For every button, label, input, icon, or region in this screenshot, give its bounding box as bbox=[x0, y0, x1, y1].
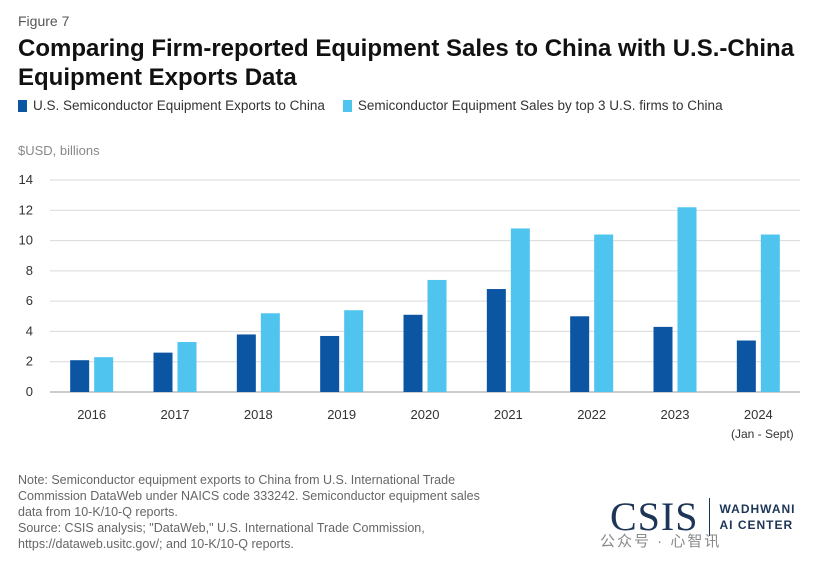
legend-label-sales: Semiconductor Equipment Sales by top 3 U… bbox=[357, 98, 723, 113]
csis-logo: CSIS WADHWANI AI CENTER bbox=[610, 497, 796, 537]
x-tick-label: 2022 bbox=[577, 407, 606, 422]
y-tick-label: 12 bbox=[19, 202, 33, 217]
source-text: Source: CSIS analysis; "DataWeb," U.S. I… bbox=[18, 521, 425, 551]
legend: U.S. Semiconductor Equipment Exports to … bbox=[18, 98, 723, 113]
bar-exports bbox=[70, 360, 90, 392]
note-text: Note: Semiconductor equipment exports to… bbox=[18, 473, 480, 519]
logo-sub-line1: WADHWANI bbox=[719, 502, 796, 516]
bar-exports bbox=[486, 289, 506, 392]
legend-swatch-exports bbox=[18, 99, 27, 112]
y-tick-label: 2 bbox=[26, 354, 33, 369]
legend-label-exports: U.S. Semiconductor Equipment Exports to … bbox=[33, 98, 325, 113]
y-tick-label: 0 bbox=[26, 384, 33, 399]
y-tick-label: 6 bbox=[26, 293, 33, 308]
bar-exports bbox=[153, 352, 173, 392]
bar-sales bbox=[94, 357, 114, 392]
grid-lines bbox=[50, 179, 800, 393]
bar-chart: 0 2 4 6 8 10 12 14 2016 2017 2018 2019 2020 2021 2022 2… bbox=[19, 172, 800, 441]
bars bbox=[70, 207, 780, 392]
bar-exports bbox=[653, 326, 673, 392]
bar-sales bbox=[594, 234, 614, 392]
y-tick-label: 10 bbox=[19, 233, 33, 248]
x-tick-label: 2020 bbox=[411, 407, 440, 422]
bar-exports bbox=[570, 316, 590, 392]
bar-sales bbox=[177, 342, 197, 392]
logo-sub-text: WADHWANI AI CENTER bbox=[720, 501, 796, 533]
chart-note: Note: Semiconductor equipment exports to… bbox=[18, 472, 488, 552]
x-tick-label: 2018 bbox=[244, 407, 273, 422]
x-tick-sublabel: (Jan - Sept) bbox=[731, 427, 794, 441]
bar-exports bbox=[736, 340, 756, 392]
figure-label: Figure 7 bbox=[18, 13, 70, 29]
axis-labels: 0 2 4 6 8 10 12 14 2016 2017 2018 2019 2020 2021 2022 2… bbox=[19, 172, 794, 441]
y-tick-label: 4 bbox=[26, 323, 33, 338]
bar-exports bbox=[320, 335, 340, 392]
chart-title: Comparing Firm-reported Equipment Sales … bbox=[18, 35, 795, 91]
logo-main-text: CSIS bbox=[610, 494, 699, 539]
bar-sales bbox=[677, 207, 697, 392]
logo-sub-line2: AI CENTER bbox=[719, 518, 794, 532]
legend-item-exports: U.S. Semiconductor Equipment Exports to … bbox=[18, 98, 325, 113]
y-axis-unit-label: $USD, billions bbox=[18, 143, 100, 158]
bar-sales bbox=[760, 234, 780, 392]
legend-item-sales: Semiconductor Equipment Sales by top 3 U… bbox=[342, 98, 723, 113]
x-tick-label: 2024 bbox=[744, 407, 773, 422]
bar-sales bbox=[510, 228, 530, 392]
x-tick-label: 2021 bbox=[494, 407, 523, 422]
bar-sales bbox=[427, 279, 447, 392]
bar-exports bbox=[236, 334, 256, 392]
watermark: 公众号 · 心智讯 bbox=[600, 533, 722, 550]
x-tick-label: 2016 bbox=[77, 407, 106, 422]
bar-sales bbox=[344, 310, 364, 392]
legend-swatch-sales bbox=[342, 99, 352, 112]
y-tick-label: 8 bbox=[26, 263, 33, 278]
y-tick-label: 14 bbox=[19, 172, 33, 187]
x-tick-label: 2019 bbox=[327, 407, 356, 422]
logo-divider bbox=[708, 498, 710, 536]
bar-exports bbox=[403, 314, 423, 392]
x-tick-label: 2017 bbox=[161, 407, 190, 422]
x-tick-label: 2023 bbox=[661, 407, 690, 422]
bar-sales bbox=[260, 313, 280, 392]
